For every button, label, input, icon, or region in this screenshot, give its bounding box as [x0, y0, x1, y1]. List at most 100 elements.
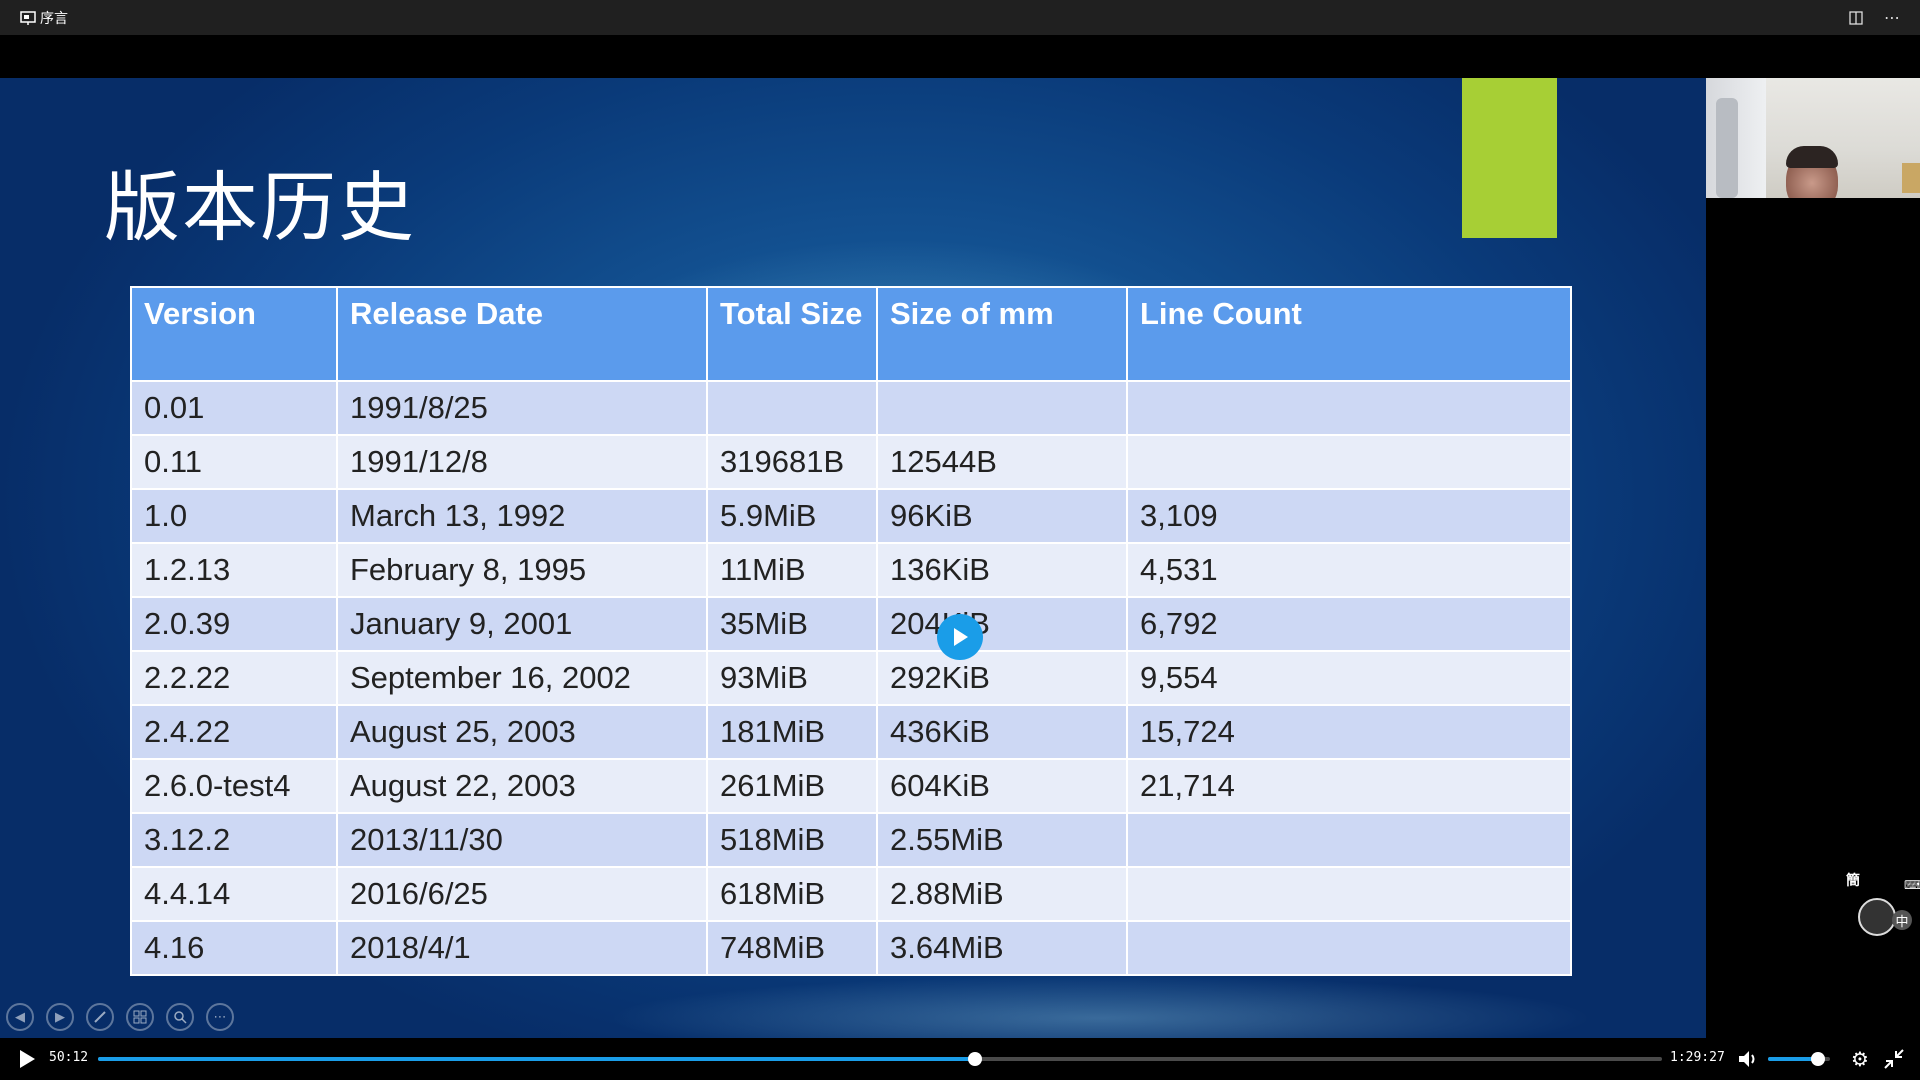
table-cell	[1126, 380, 1572, 436]
accent-bar	[1462, 78, 1557, 238]
table-cell: 204KiB	[876, 596, 1128, 652]
previous-slide-icon[interactable]: ◀	[6, 1003, 34, 1031]
table-cell: 35MiB	[706, 596, 878, 652]
table-cell	[1126, 434, 1572, 490]
presentation-slide: 版本历史 Version Release Date Total Size Size o…	[0, 78, 1706, 1038]
table-row: 4.4.14 2016/6/25 618MiB 2.88MiB	[130, 866, 1572, 922]
ime-mode-char[interactable]: 中	[1892, 910, 1912, 930]
table-row: 0.01 1991/8/25	[130, 380, 1572, 436]
table-cell: 11MiB	[706, 542, 878, 598]
table-cell: January 9, 2001	[336, 596, 708, 652]
ime-logo-icon[interactable]	[1858, 898, 1896, 936]
volume-knob[interactable]	[1810, 1052, 1825, 1066]
player-controls: 50:12 1:29:27 ⚙	[0, 1038, 1920, 1080]
more-options-icon[interactable]: ⋯	[206, 1003, 234, 1031]
table-cell: 2.4.22	[130, 704, 338, 760]
table-header-cell: Release Date	[336, 286, 708, 382]
table-cell: August 25, 2003	[336, 704, 708, 760]
exit-fullscreen-icon[interactable]	[1882, 1047, 1906, 1071]
play-icon[interactable]	[14, 1047, 38, 1071]
table-cell: March 13, 1992	[336, 488, 708, 544]
table-header-row: Version Release Date Total Size Size of mm L…	[130, 286, 1572, 382]
zoom-icon[interactable]	[166, 1003, 194, 1031]
table-cell: 2.2.22	[130, 650, 338, 706]
table-cell: 261MiB	[706, 758, 878, 814]
webcam-shelf	[1902, 163, 1920, 193]
table-cell: 181MiB	[706, 704, 878, 760]
ime-simplified-char[interactable]: 簡	[1846, 873, 1860, 889]
keyboard-icon[interactable]: ⌨	[1904, 878, 1920, 892]
table-cell: 748MiB	[706, 920, 878, 976]
table-cell: 4.16	[130, 920, 338, 976]
table-cell: February 8, 1995	[336, 542, 708, 598]
table-body: 0.01 1991/8/25 0.11 1991/12/8 319681B 12544B 1…	[130, 380, 1572, 976]
table-cell	[1126, 920, 1572, 976]
progress-bar[interactable]	[98, 1052, 1662, 1066]
table-cell: 2016/6/25	[336, 866, 708, 922]
more-icon[interactable]: ⋯	[1884, 8, 1900, 27]
table-cell	[1126, 812, 1572, 868]
slides-app-icon	[20, 10, 36, 26]
current-time: 50:12	[49, 1050, 89, 1065]
table-cell: August 22, 2003	[336, 758, 708, 814]
volume-icon[interactable]	[1736, 1047, 1760, 1071]
volume-slider[interactable]	[1768, 1052, 1830, 1066]
table-cell: 3.64MiB	[876, 920, 1128, 976]
table-row: 2.2.22 September 16, 2002 93MiB 292KiB 9,554	[130, 650, 1572, 706]
total-time: 1:29:27	[1670, 1050, 1725, 1065]
table-cell: 1.0	[130, 488, 338, 544]
table-cell: 2.0.39	[130, 596, 338, 652]
table-cell: 15,724	[1126, 704, 1572, 760]
table-cell: September 16, 2002	[336, 650, 708, 706]
table-cell: 2.6.0-test4	[130, 758, 338, 814]
table-cell	[876, 380, 1128, 436]
table-cell: 2018/4/1	[336, 920, 708, 976]
table-row: 3.12.2 2013/11/30 518MiB 2.55MiB	[130, 812, 1572, 868]
table-row: 2.6.0-test4 August 22, 2003 261MiB 604KiB 21…	[130, 758, 1572, 814]
progress-fill	[98, 1057, 976, 1061]
table-cell	[1126, 866, 1572, 922]
pen-icon[interactable]	[86, 1003, 114, 1031]
table-cell: 1.2.13	[130, 542, 338, 598]
presenter-hair	[1786, 146, 1838, 168]
table-cell: 292KiB	[876, 650, 1128, 706]
webcam-curtain	[1716, 98, 1738, 198]
title-bar: 序言 ⋯	[0, 0, 1920, 35]
next-slide-icon[interactable]: ▶	[46, 1003, 74, 1031]
window-title: 序言	[40, 10, 68, 27]
table-cell: 604KiB	[876, 758, 1128, 814]
version-history-table: Version Release Date Total Size Size of mm L…	[130, 286, 1572, 976]
slide-navigation: ◀ ▶ ⋯	[6, 1003, 234, 1031]
webcam-feed	[1706, 78, 1920, 198]
gear-icon[interactable]: ⚙	[1851, 1047, 1869, 1071]
table-header-cell: Size of mm	[876, 286, 1128, 382]
table-cell: 2.88MiB	[876, 866, 1128, 922]
table-cell: 21,714	[1126, 758, 1572, 814]
table-cell: 2.55MiB	[876, 812, 1128, 868]
table-cell: 0.01	[130, 380, 338, 436]
table-row: 1.0 March 13, 1992 5.9MiB 96KiB 3,109	[130, 488, 1572, 544]
table-cell: 6,792	[1126, 596, 1572, 652]
table-cell: 93MiB	[706, 650, 878, 706]
table-header-cell: Version	[130, 286, 338, 382]
table-cell: 3,109	[1126, 488, 1572, 544]
table-cell: 319681B	[706, 434, 878, 490]
table-cell: 518MiB	[706, 812, 878, 868]
slides-grid-icon[interactable]	[126, 1003, 154, 1031]
table-header-cell: Line Count	[1126, 286, 1572, 382]
table-cell: 436KiB	[876, 704, 1128, 760]
table-cell: 9,554	[1126, 650, 1572, 706]
volume-fill	[1768, 1057, 1818, 1061]
table-row: 4.16 2018/4/1 748MiB 3.64MiB	[130, 920, 1572, 976]
progress-knob[interactable]	[968, 1052, 983, 1066]
split-view-icon[interactable]	[1846, 8, 1866, 28]
ime-widget[interactable]: 簡 ⌨ 中	[1820, 870, 1920, 950]
table-cell: 12544B	[876, 434, 1128, 490]
play-overlay-button[interactable]	[937, 614, 983, 660]
table-cell: 96KiB	[876, 488, 1128, 544]
table-row: 2.4.22 August 25, 2003 181MiB 436KiB 15,724	[130, 704, 1572, 760]
table-cell: 136KiB	[876, 542, 1128, 598]
title-bar-actions: ⋯	[1846, 0, 1902, 35]
